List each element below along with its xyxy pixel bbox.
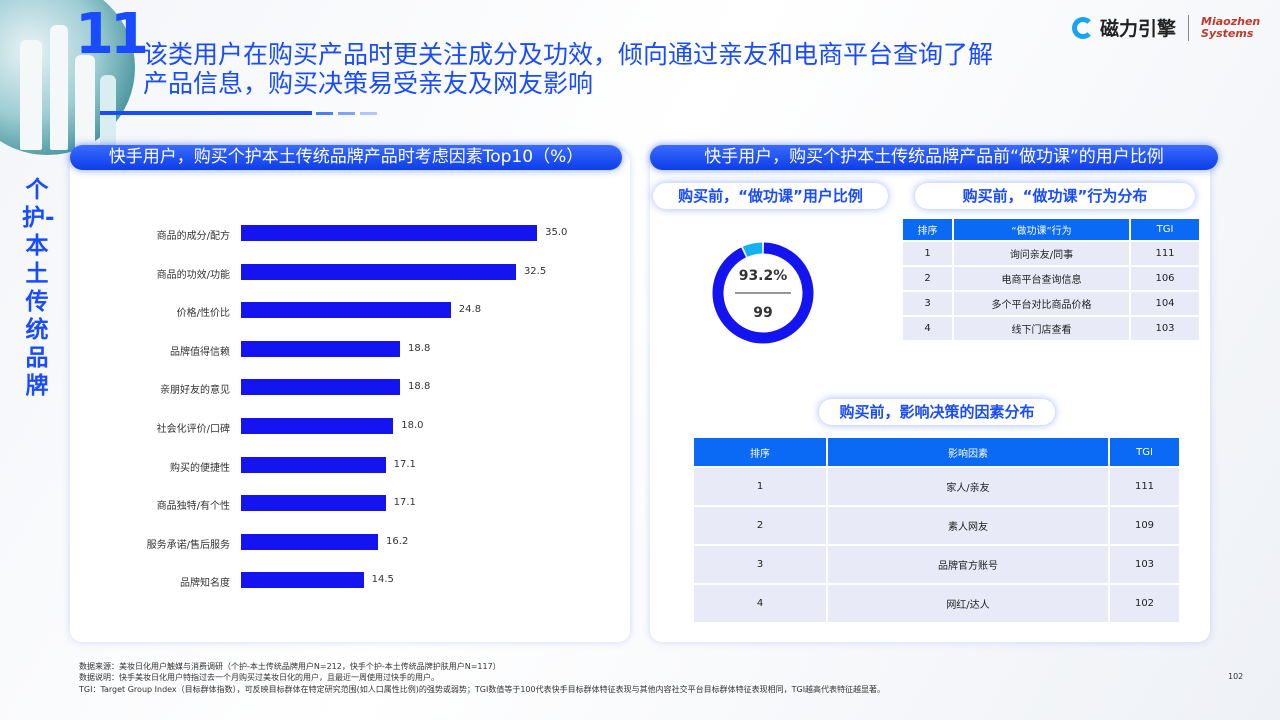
rank-cell: 3 bbox=[694, 546, 826, 583]
label-cell: 素人网友 bbox=[828, 507, 1108, 544]
bar-category-label: 商品的功效/功能 bbox=[156, 269, 230, 281]
rank-cell: 1 bbox=[694, 468, 826, 505]
bar-category-label: 品牌知名度 bbox=[180, 578, 230, 590]
donut-tgi: 99 bbox=[753, 305, 773, 321]
label-cell: 多个平台对比商品价格 bbox=[954, 292, 1129, 315]
bar-category-label: 商品独特/有个性 bbox=[156, 501, 230, 513]
bar bbox=[241, 495, 386, 512]
divider-dash bbox=[316, 112, 333, 115]
tgi-cell: 111 bbox=[1110, 468, 1179, 505]
donut-segment-main bbox=[712, 242, 814, 344]
bar bbox=[241, 225, 538, 241]
label-cell: 网红/达人 bbox=[828, 585, 1108, 622]
bar bbox=[241, 340, 401, 357]
tgi-cell: 103 bbox=[1131, 317, 1199, 340]
table-row: 3 品牌官方账号 103 bbox=[694, 546, 1179, 583]
page-title: 该类用户在购买产品时更关注成分及功效，倾向通过亲友和电商平台查询了解 产品信息，购… bbox=[143, 40, 994, 98]
bar-value-label: 17.1 bbox=[393, 497, 416, 509]
bar-value-label: 18.8 bbox=[408, 381, 431, 393]
divider-dash bbox=[360, 112, 377, 115]
bar-category-label: 品牌值得信赖 bbox=[170, 346, 230, 358]
footer-tgi: TGI：Target Group Index（目标群体指数），可反映目标群体在特… bbox=[79, 685, 886, 694]
rank-cell: 4 bbox=[903, 317, 952, 340]
bar-category-label: 商品的成分/配方 bbox=[156, 231, 230, 242]
page-number: 102 bbox=[1228, 672, 1244, 681]
logo: 磁力引擎 Miaozhen Systems bbox=[1072, 14, 1260, 41]
divider-dash bbox=[338, 112, 355, 115]
title-underline bbox=[100, 111, 312, 115]
bar-category-label: 服务承诺/售后服务 bbox=[146, 539, 230, 551]
tgi-cell: 103 bbox=[1110, 546, 1179, 583]
bar-value-label: 14.5 bbox=[371, 574, 394, 586]
left-panel-title: 快手用户，购买个护本土传统品牌产品时考虑因素Top10（%） bbox=[70, 145, 622, 170]
bar-category-label: 价格/性价比 bbox=[176, 308, 230, 320]
bar-value-label: 18.8 bbox=[408, 342, 431, 354]
table2-title: 购买前，影响决策的因素分布 bbox=[819, 399, 1055, 425]
bar-category-label: 购买的便捷性 bbox=[170, 462, 230, 474]
bar bbox=[241, 379, 401, 396]
bar bbox=[241, 456, 386, 473]
table-row: 1 询问亲友/同事 111 bbox=[903, 242, 1199, 265]
bar-value-label: 24.8 bbox=[458, 304, 482, 316]
factor-table: 排序 影响因素 TGI 1 家人/亲友 111 2 素人网友 109 3 品牌官方账号 103 4 网红… bbox=[692, 436, 1181, 624]
right-panel-title: 快手用户，购买个护本土传统品牌产品前“做功课”的用户比例 bbox=[650, 145, 1218, 170]
bar-value-label: 16.2 bbox=[386, 535, 409, 547]
bar-value-label: 32.5 bbox=[523, 265, 547, 277]
tgi-cell: 109 bbox=[1110, 507, 1179, 544]
table-row: 4 线下门店查看 103 bbox=[903, 317, 1199, 340]
bar bbox=[241, 533, 379, 550]
bar-value-label: 35.0 bbox=[545, 227, 568, 238]
footer-source: 数据来源：美妆日化用户触媒与消费调研（个护-本土传统品牌用户N=212，快手个护… bbox=[79, 662, 501, 671]
bar-value-label: 18.0 bbox=[401, 420, 424, 431]
table-row: 2 素人网友 109 bbox=[694, 507, 1179, 544]
rank-cell: 3 bbox=[903, 292, 952, 315]
donut-segment-rest bbox=[742, 242, 763, 257]
donut-chart bbox=[712, 242, 814, 344]
tgi-cell: 106 bbox=[1131, 267, 1199, 290]
table-row: 3 多个平台对比商品价格 104 bbox=[903, 292, 1199, 315]
rank-cell: 4 bbox=[694, 585, 826, 622]
table-row: 4 网红/达人 102 bbox=[694, 585, 1179, 622]
table-row: 2 电商平台查询信息 106 bbox=[903, 267, 1199, 290]
tgi-cell: 111 bbox=[1131, 242, 1199, 265]
label-cell: 线下门店查看 bbox=[954, 317, 1129, 340]
bar-category-label: 社会化评价/口碑 bbox=[156, 424, 230, 435]
label-cell: 电商平台查询信息 bbox=[954, 267, 1129, 290]
logo-icon bbox=[1072, 16, 1094, 39]
bar bbox=[241, 418, 394, 434]
behavior-table: 排序 “做功课”行为 TGI 1 询问亲友/同事 111 2 电商平台查询信息 106 3 多个平… bbox=[901, 217, 1201, 342]
header-photo bbox=[0, 0, 135, 155]
donut-title: 购买前，“做功课”用户比例 bbox=[653, 183, 888, 209]
table-row: 1 家人/亲友 111 bbox=[694, 468, 1179, 505]
rank-cell: 1 bbox=[903, 242, 952, 265]
side-label: 个护-本土传统品牌 bbox=[22, 177, 55, 399]
table1-title: 购买前，“做功课”行为分布 bbox=[915, 183, 1195, 209]
label-cell: 询问亲友/同事 bbox=[954, 242, 1129, 265]
bar-value-label: 17.1 bbox=[393, 458, 416, 470]
bar-category-label: 亲朋好友的意见 bbox=[160, 385, 230, 397]
label-cell: 家人/亲友 bbox=[828, 468, 1108, 505]
tgi-cell: 102 bbox=[1110, 585, 1179, 622]
section-number: 11 bbox=[75, 2, 149, 67]
tgi-cell: 104 bbox=[1131, 292, 1199, 315]
donut-percent: 93.2% bbox=[738, 268, 788, 284]
bar bbox=[241, 263, 516, 280]
label-cell: 品牌官方账号 bbox=[828, 546, 1108, 583]
bar bbox=[241, 572, 364, 589]
bar bbox=[241, 302, 451, 319]
rank-cell: 2 bbox=[903, 267, 952, 290]
rank-cell: 2 bbox=[694, 507, 826, 544]
footer-note: 数据说明：快手美妆日化用户特指过去一个月购买过美妆日化的用户，且最近一周使用过快… bbox=[79, 673, 439, 682]
